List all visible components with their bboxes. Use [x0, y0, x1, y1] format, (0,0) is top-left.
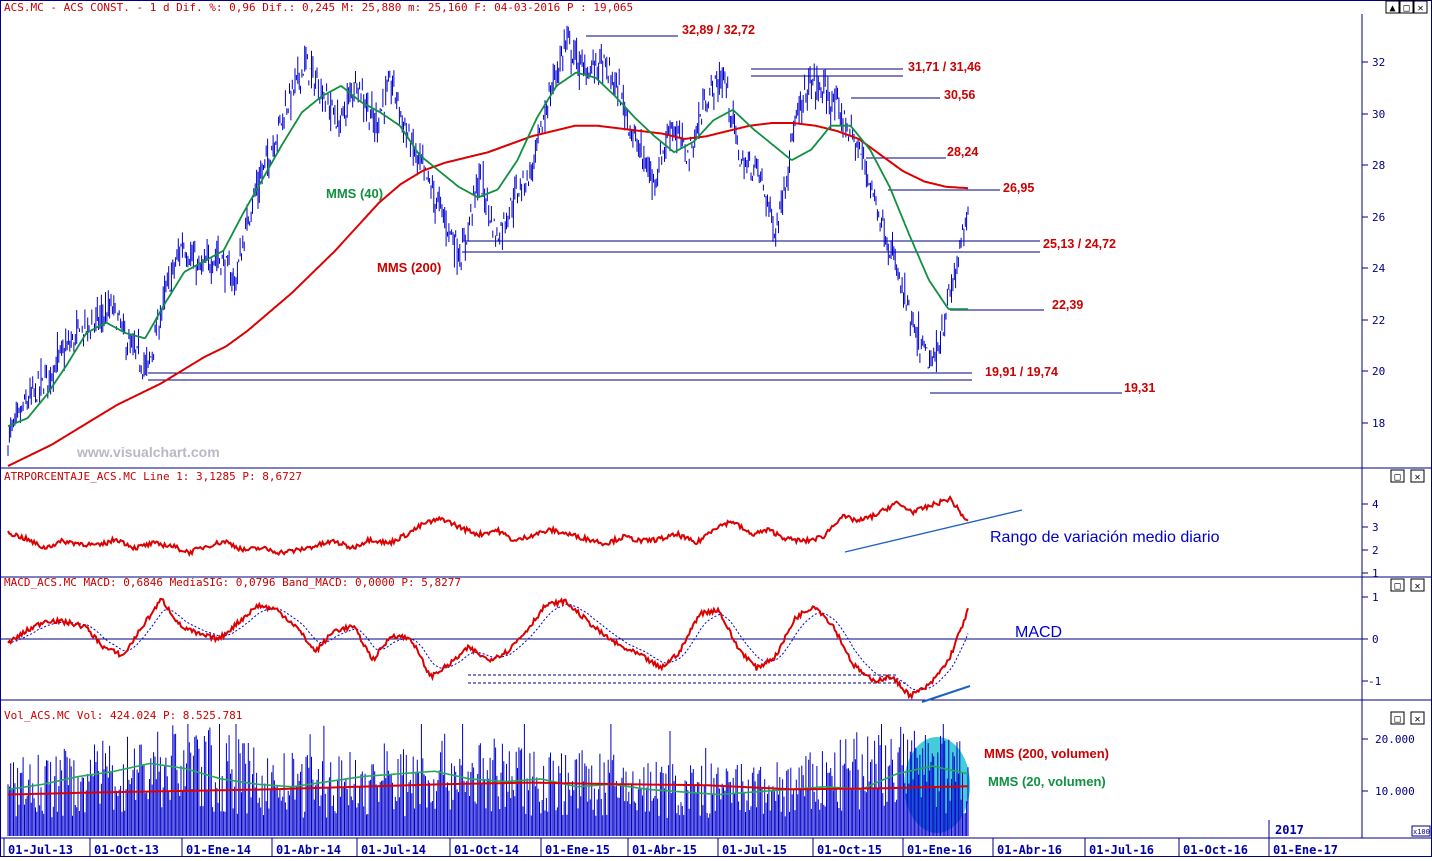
x-tick-label: 01-Jul-16 — [1089, 843, 1154, 857]
price-ytick: 22 — [1372, 314, 1385, 327]
price-ytick: 30 — [1372, 108, 1385, 121]
atr-ytick: 2 — [1372, 544, 1379, 557]
macd-ytick: 1 — [1372, 591, 1379, 604]
macd-trendline — [921, 685, 971, 703]
price-yaxis: 32 30 28 26 24 22 20 18 — [1372, 56, 1386, 430]
x-tick-label: 01-Abr-14 — [276, 843, 341, 857]
price-ohlc-bars — [7, 25, 969, 456]
x-tick-label: 01-Ene-14 — [186, 843, 251, 857]
volume-highlight — [904, 737, 970, 833]
svg-text:✕: ✕ — [1414, 714, 1420, 725]
volume-yaxis: 20.000 10.000 x100 — [1375, 733, 1431, 837]
watermark: www.visualchart.com — [76, 444, 220, 460]
atr-ytick: 3 — [1372, 521, 1379, 534]
price-ytick: 24 — [1372, 262, 1386, 275]
level-label: 22,39 — [1052, 298, 1083, 312]
volume-window-buttons: □ ✕ — [1390, 711, 1425, 725]
svg-text:▲: ▲ — [1389, 3, 1395, 14]
volume-ytick: 20.000 — [1375, 733, 1415, 746]
price-ytick: 18 — [1372, 417, 1385, 430]
x-tick-label: 01-Abr-15 — [632, 843, 697, 857]
svg-text:✕: ✕ — [1414, 581, 1420, 592]
atr-window-buttons: □ ✕ — [1390, 469, 1425, 483]
level-label: 19,91 / 19,74 — [985, 365, 1058, 379]
x-tick-label: 01-Abr-16 — [997, 843, 1062, 857]
macd-maximize-button[interactable]: □ — [1390, 578, 1405, 592]
level-label: 26,95 — [1003, 181, 1034, 195]
x-tick-label: 01-Oct-16 — [1183, 843, 1248, 857]
x-tick-label: 01-Ene-15 — [545, 843, 610, 857]
macd-line — [7, 597, 969, 700]
atr-trendline — [844, 509, 1023, 553]
maximize-button[interactable]: □ — [1399, 0, 1414, 14]
price-levels — [148, 35, 1122, 394]
mms40-line — [7, 71, 968, 427]
macd-header: MACD_ACS.MC MACD: 0,6846 MediaSIG: 0,079… — [4, 576, 461, 589]
volume-header: Vol_ACS.MC Vol: 424.024 P: 8.525.781 — [4, 709, 242, 722]
volume-ma200-line — [8, 781, 968, 796]
x-tick-label: 01-Oct-14 — [454, 843, 519, 857]
atr-maximize-button[interactable]: □ — [1390, 469, 1405, 483]
price-ytick: 32 — [1372, 56, 1385, 69]
svg-text:✕: ✕ — [1414, 472, 1420, 483]
year-marker: 2017 — [1275, 823, 1304, 837]
svg-text:✕: ✕ — [1417, 3, 1423, 14]
volume-maximize-button[interactable]: □ — [1390, 711, 1405, 725]
minimize-button[interactable]: ▲ — [1385, 0, 1400, 14]
volume-ytick: 10.000 — [1375, 785, 1415, 798]
atr-yaxis: 4 3 2 1 — [1372, 498, 1379, 580]
macd-ytick: 0 — [1372, 633, 1379, 646]
macd-window-buttons: □ ✕ — [1390, 578, 1425, 592]
volume-bars — [7, 724, 904, 836]
volume-ma20-label: MMS (20, volumen) — [988, 774, 1106, 789]
close-button[interactable]: ✕ — [1413, 0, 1428, 14]
volume-scale-badge: x100 — [1413, 828, 1430, 836]
level-label: 32,89 / 32,72 — [682, 23, 755, 37]
mms40-label: MMS (40) — [326, 186, 383, 201]
axis-ticks — [1362, 61, 1368, 792]
level-label: 28,24 — [947, 145, 978, 159]
price-ytick: 28 — [1372, 159, 1385, 172]
atr-header: ATRPORCENTAJE_ACS.MC Line 1: 3,1285 P: 8… — [4, 470, 302, 483]
atr-close-button[interactable]: ✕ — [1410, 469, 1425, 483]
atr-line — [7, 495, 969, 558]
atr-ytick: 1 — [1372, 567, 1379, 580]
macd-close-button[interactable]: ✕ — [1410, 578, 1425, 592]
x-axis: 01-Jul-13 01-Oct-13 01-Ene-14 01-Abr-14 01-J… — [3, 820, 1338, 857]
x-tick-label: 01-Jul-15 — [722, 843, 787, 857]
price-ytick: 26 — [1372, 211, 1385, 224]
volume-ma20-line — [7, 762, 969, 796]
level-label: 30,56 — [944, 88, 975, 102]
macd-yaxis: 1 0 -1 — [1368, 591, 1381, 688]
price-ytick: 20 — [1372, 365, 1385, 378]
mms200-line — [7, 122, 969, 467]
volume-bar — [7, 724, 904, 836]
svg-text:□: □ — [1394, 472, 1400, 483]
price-header: ACS.MC - ACS CONST. - 1 d Dif. %: 0,96 D… — [4, 1, 633, 14]
x-tick-label: 01-Oct-13 — [94, 843, 159, 857]
macd-annotation: MACD — [1015, 624, 1062, 641]
svg-text:□: □ — [1394, 581, 1400, 592]
level-label: 19,31 — [1124, 381, 1155, 395]
volume-close-button[interactable]: ✕ — [1410, 711, 1425, 725]
svg-text:□: □ — [1403, 3, 1409, 14]
level-label: 25,13 / 24,72 — [1043, 237, 1116, 251]
x-tick-label: 01-Oct-15 — [817, 843, 882, 857]
price-window-buttons: ▲ □ ✕ — [1385, 0, 1428, 14]
svg-text:□: □ — [1394, 714, 1400, 725]
mms200-label: MMS (200) — [377, 260, 441, 275]
x-tick-label: 01-Jul-14 — [361, 843, 426, 857]
x-tick-label: 01-Ene-17 — [1273, 843, 1338, 857]
atr-ytick: 4 — [1372, 498, 1379, 511]
level-label: 31,71 / 31,46 — [908, 60, 981, 74]
macd-ytick: -1 — [1368, 675, 1381, 688]
volume-ma200-label: MMS (200, volumen) — [984, 746, 1109, 761]
x-tick-label: 01-Ene-16 — [907, 843, 972, 857]
price-bars — [7, 25, 969, 456]
atr-annotation: Rango de variación medio diario — [990, 529, 1220, 546]
x-tick-label: 01-Jul-13 — [8, 843, 73, 857]
